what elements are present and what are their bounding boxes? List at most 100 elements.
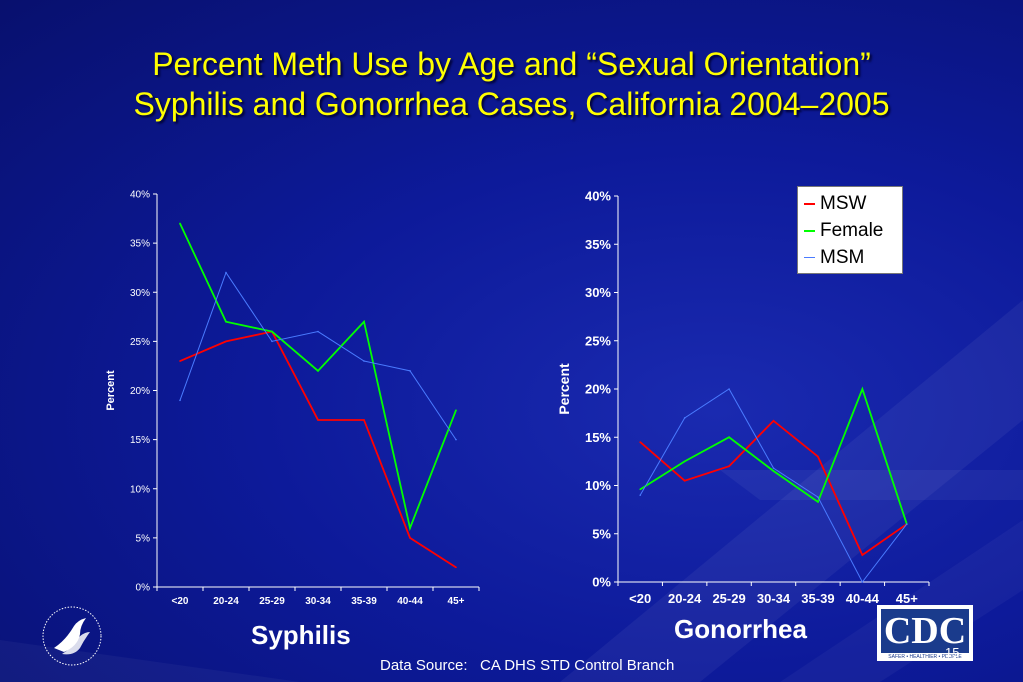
data-point-msm: [179, 399, 181, 402]
y-tick-label: 10%: [130, 484, 150, 495]
data-point-msm: [225, 271, 227, 274]
syphilis-chart: 0% 5% 10% 15% 20% 25% 30% 35% 40% <20 20-24 25-29 30…: [105, 190, 480, 607]
gonorrhea-chart: 0% 5% 10% 15% 20% 25% 30% 35% 40% <20 20-24 25-29 30…: [556, 189, 930, 606]
y-tick-label: 30%: [130, 288, 150, 299]
data-point-female: [639, 488, 642, 491]
legend-label-female: Female: [820, 220, 884, 241]
data-point-female: [179, 222, 181, 225]
x-tick-label: 25-29: [259, 596, 285, 607]
series-line-msm: [179, 271, 457, 440]
data-point-female: [363, 320, 365, 323]
data-point-msm: [728, 388, 730, 390]
series-line-msw: [639, 419, 908, 557]
data-point-msm: [363, 360, 365, 362]
data-point-female: [409, 527, 411, 529]
cdc-logo-tagline: SAFER • HEALTHIER • PEOPLE: [888, 654, 962, 660]
data-point-msm: [817, 496, 819, 498]
y-axis-label: Percent: [105, 370, 117, 411]
data-point-msm: [271, 340, 273, 343]
series-line-female: [179, 223, 457, 532]
x-tick-label: 20-24: [213, 596, 239, 607]
data-point-female: [225, 320, 227, 323]
y-tick-label: 5%: [136, 533, 151, 544]
y-tick-label: 20%: [130, 386, 150, 397]
data-point-msm: [905, 523, 908, 525]
y-tick-label: 15%: [585, 430, 611, 445]
y-tick-label: 35%: [585, 237, 611, 252]
legend-swatch-msw: [804, 202, 815, 205]
data-point-female: [683, 460, 686, 463]
syphilis-panel-label: Syphilis: [251, 620, 351, 650]
slide-number: 15: [945, 645, 960, 660]
hhs-seal-logo: [42, 606, 102, 666]
data-point-female: [861, 388, 864, 390]
y-tick-label: 0%: [136, 583, 151, 594]
data-point-msw: [817, 455, 819, 458]
data-point-msm: [409, 370, 411, 372]
data-point-female: [455, 409, 457, 411]
data-point-msw: [225, 340, 227, 343]
legend-item-msm: MSM: [804, 247, 864, 273]
y-axis-label: Percent: [556, 363, 572, 415]
y-tick-label: 40%: [130, 190, 150, 201]
title-line-2: Syphilis and Gonorrhea Cases, California…: [133, 86, 890, 122]
data-point-msw: [683, 479, 686, 482]
y-tick-label: 30%: [585, 285, 611, 300]
x-tick-label: 35-39: [351, 596, 377, 607]
gonorrhea-legend: MSW Female MSM: [797, 186, 903, 274]
y-tick-label: 15%: [130, 435, 150, 446]
data-point-msw: [179, 360, 181, 362]
data-point-msw: [772, 420, 775, 422]
x-tick-label: 45+: [896, 591, 918, 606]
legend-swatch-msm: [804, 257, 815, 259]
x-tick-label: 40-44: [846, 591, 880, 606]
data-point-msw: [861, 554, 864, 556]
y-tick-label: 25%: [130, 337, 150, 348]
data-point-female: [271, 330, 273, 333]
data-point-msw: [639, 441, 642, 443]
data-point-msm: [455, 438, 457, 441]
legend-swatch-female: [804, 229, 815, 232]
x-tick-label: 20-24: [668, 591, 702, 606]
x-tick-label: 45+: [448, 596, 465, 607]
y-tick-label: 35%: [130, 239, 150, 250]
series-line-msw: [179, 330, 457, 569]
data-point-msm: [639, 494, 642, 496]
data-point-msm: [317, 330, 319, 333]
y-tick-label: 20%: [585, 382, 611, 397]
series-line-female: [639, 386, 908, 525]
series-line-msm: [639, 388, 908, 583]
x-tick-label: <20: [172, 596, 189, 607]
data-point-female: [772, 470, 775, 472]
legend-item-msw: MSW: [804, 193, 866, 219]
data-source-note: Data Source: CA DHS STD Control Branch: [380, 657, 675, 674]
legend-label-msm: MSM: [820, 247, 865, 268]
data-point-msm: [772, 467, 775, 469]
x-tick-label: 30-34: [305, 596, 331, 607]
data-point-msm: [683, 417, 686, 419]
x-tick-label: <20: [629, 591, 651, 606]
x-tick-label: 25-29: [712, 591, 745, 606]
data-point-msw: [317, 419, 319, 421]
y-tick-label: 25%: [585, 333, 611, 348]
legend-item-female: Female: [804, 220, 883, 246]
x-tick-label: 40-44: [397, 596, 423, 607]
gonorrhea-panel-label: Gonorrhea: [674, 614, 807, 644]
cdc-logo-text: CDC: [881, 609, 969, 653]
x-tick-label: 35-39: [801, 591, 834, 606]
y-tick-label: 40%: [585, 189, 611, 204]
data-point-msw: [455, 566, 457, 569]
title-line-1: Percent Meth Use by Age and “Sexual Orie…: [152, 46, 871, 82]
data-point-female: [728, 436, 730, 439]
slide-title: Percent Meth Use by Age and “Sexual Orie…: [0, 44, 1023, 124]
data-point-female: [817, 501, 819, 503]
legend-label-msw: MSW: [820, 193, 867, 214]
y-tick-label: 10%: [585, 478, 611, 493]
cdc-logo: CDC SAFER • HEALTHIER • PEOPLE: [877, 605, 973, 661]
data-point-female: [317, 370, 319, 372]
data-point-msm: [861, 581, 864, 583]
data-point-msw: [728, 465, 730, 468]
y-tick-label: 0%: [592, 575, 611, 590]
x-tick-label: 30-34: [757, 591, 791, 606]
y-tick-label: 5%: [592, 526, 611, 541]
